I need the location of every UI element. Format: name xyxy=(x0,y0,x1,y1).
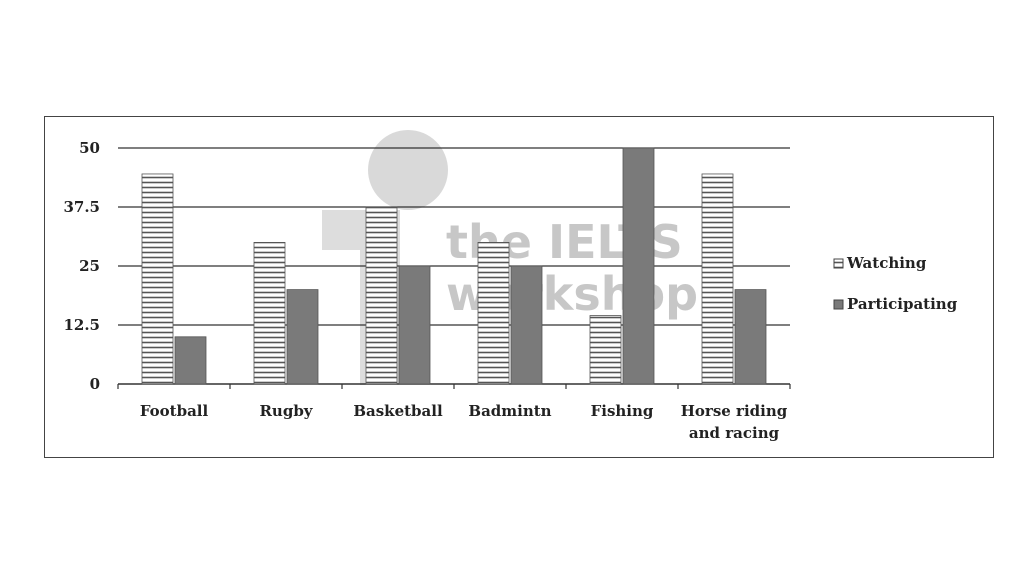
bar-participating xyxy=(734,289,767,385)
bar-layer xyxy=(141,147,767,385)
legend-label-participating: Participating xyxy=(847,295,958,313)
y-tick-label: 37.5 xyxy=(63,198,100,216)
x-category-label: Fishing xyxy=(591,402,654,420)
bar-participating xyxy=(398,265,431,385)
legend-swatch-participating xyxy=(833,299,844,310)
legend-swatch-watching xyxy=(833,258,844,269)
x-category-label: Badmintn xyxy=(468,402,551,420)
bar-watching xyxy=(589,315,622,385)
bar-participating xyxy=(622,147,655,385)
bar-watching xyxy=(141,173,174,385)
bar-participating xyxy=(286,289,319,385)
axis-layer xyxy=(117,383,791,389)
y-tick-label: 25 xyxy=(79,257,100,275)
x-category-label: Football xyxy=(140,402,209,420)
x-category-label: and racing xyxy=(689,424,780,442)
bar-participating xyxy=(510,265,543,385)
y-tick-label: 12.5 xyxy=(63,316,100,334)
bar-watching xyxy=(701,173,734,385)
label-layer: 0 12.5 25 37.5 50 Football Rugby Basketball Badm… xyxy=(63,139,787,442)
x-category-label: Rugby xyxy=(259,402,313,420)
y-tick-label: 50 xyxy=(79,139,100,157)
legend-label-watching: Watching xyxy=(846,254,927,272)
bar-watching xyxy=(477,241,510,385)
y-tick-label: 0 xyxy=(90,375,100,393)
bar-watching xyxy=(365,206,398,385)
grid-layer xyxy=(118,147,790,326)
bar-watching xyxy=(253,241,286,385)
bar-participating xyxy=(174,336,207,385)
x-category-label: Basketball xyxy=(353,402,443,420)
legend: Watching Participating xyxy=(833,254,958,313)
x-category-label: Horse riding xyxy=(681,402,788,420)
